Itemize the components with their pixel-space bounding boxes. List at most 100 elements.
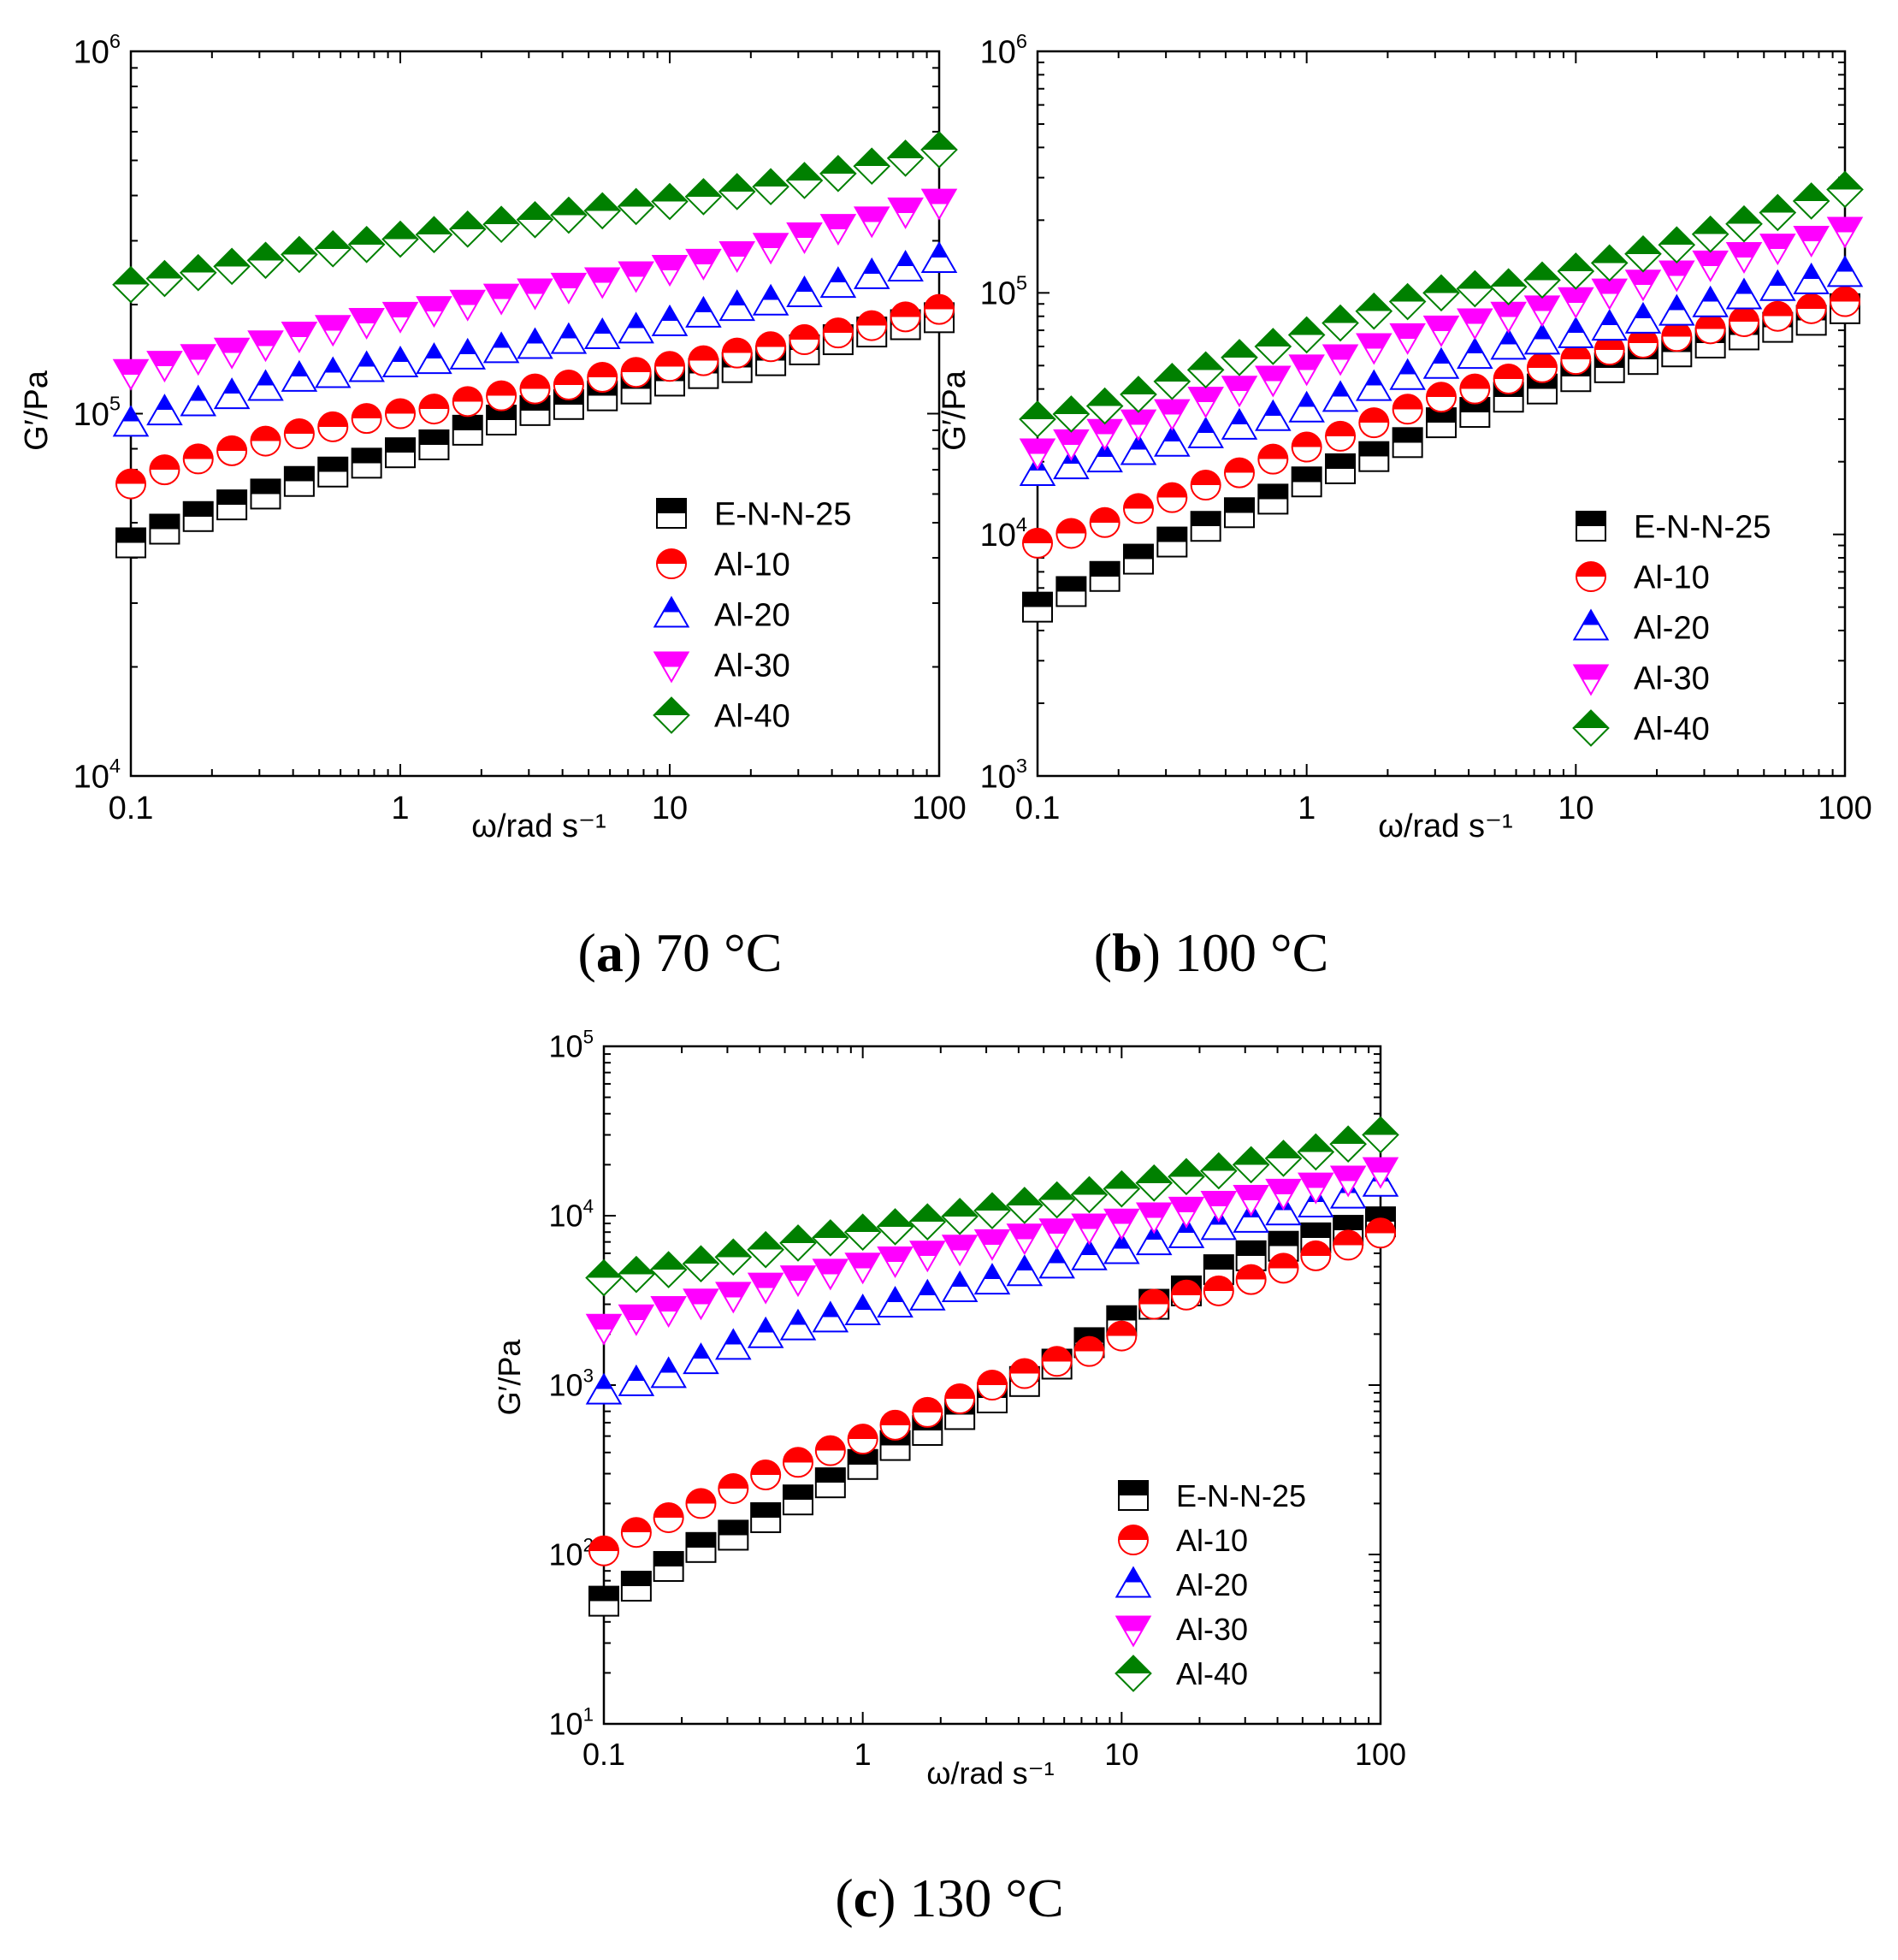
series-al-30 bbox=[1019, 216, 1864, 471]
data-point bbox=[853, 147, 891, 186]
data-point bbox=[115, 468, 146, 500]
data-point bbox=[1300, 1240, 1332, 1271]
data-point bbox=[213, 377, 251, 410]
data-point bbox=[721, 337, 753, 369]
y-tick-label: 105 bbox=[74, 393, 121, 433]
data-point bbox=[112, 358, 150, 391]
x-tick-label: 10 bbox=[652, 791, 688, 826]
data-point bbox=[1006, 1254, 1044, 1287]
data-point bbox=[1287, 316, 1326, 354]
x-tick-label: 100 bbox=[1355, 1737, 1406, 1772]
data-point bbox=[314, 315, 352, 347]
data-point bbox=[853, 206, 890, 239]
data-point bbox=[1523, 261, 1561, 299]
data-point bbox=[449, 337, 487, 370]
data-point bbox=[112, 405, 150, 437]
data-point bbox=[1388, 282, 1427, 321]
data-point bbox=[1135, 1202, 1173, 1235]
data-point bbox=[585, 1313, 623, 1346]
y-tick-base: 10 bbox=[549, 1537, 583, 1572]
data-point bbox=[1052, 395, 1091, 433]
data-point bbox=[381, 346, 419, 378]
data-point bbox=[246, 241, 285, 280]
caption-b: (b) 100 °C bbox=[1094, 922, 1329, 983]
data-point bbox=[583, 317, 621, 349]
y-tick-exponent: 5 bbox=[1016, 272, 1027, 294]
data-point bbox=[281, 235, 318, 274]
data-point bbox=[418, 429, 450, 460]
data-point bbox=[314, 230, 352, 268]
data-point bbox=[1071, 1213, 1108, 1246]
data-point bbox=[715, 1282, 752, 1314]
data-point bbox=[1457, 308, 1493, 340]
y-tick-exponent: 5 bbox=[109, 393, 121, 415]
data-point bbox=[1187, 387, 1224, 419]
data-point bbox=[585, 1258, 623, 1297]
data-point bbox=[747, 1230, 784, 1269]
data-point bbox=[1725, 277, 1763, 310]
data-point bbox=[1826, 170, 1864, 209]
legend-label: Al-10 bbox=[1634, 560, 1710, 596]
data-point bbox=[944, 1383, 976, 1415]
data-point bbox=[1055, 518, 1087, 549]
data-point bbox=[486, 380, 517, 412]
data-point bbox=[1233, 1200, 1269, 1233]
data-point bbox=[482, 331, 520, 364]
legend-marker bbox=[656, 548, 687, 579]
legend-marker bbox=[1115, 1566, 1152, 1598]
data-point bbox=[1658, 226, 1696, 264]
legend-label: Al-10 bbox=[1176, 1523, 1248, 1558]
data-point bbox=[941, 1235, 979, 1267]
x-tick-label: 0.1 bbox=[1015, 791, 1061, 826]
data-point bbox=[847, 1424, 878, 1455]
data-point bbox=[1591, 278, 1628, 311]
data-point bbox=[1489, 268, 1528, 306]
data-point bbox=[1089, 560, 1120, 592]
data-point bbox=[1759, 269, 1796, 301]
data-point bbox=[1329, 1125, 1367, 1164]
data-point bbox=[385, 398, 416, 429]
data-point bbox=[250, 425, 281, 457]
data-point bbox=[585, 1372, 623, 1405]
data-point bbox=[216, 435, 248, 466]
data-point bbox=[819, 155, 857, 192]
data-point bbox=[452, 386, 483, 417]
data-point bbox=[283, 465, 315, 497]
data-point bbox=[1459, 373, 1491, 405]
data-point bbox=[1103, 1232, 1140, 1264]
data-point bbox=[1694, 313, 1726, 345]
data-point bbox=[1038, 1181, 1076, 1219]
series-al-30 bbox=[585, 1157, 1399, 1346]
data-point bbox=[909, 1278, 946, 1311]
data-point bbox=[1154, 399, 1191, 431]
data-point bbox=[812, 1300, 849, 1333]
x-axis-label: ω/rad s⁻¹ bbox=[471, 808, 606, 844]
data-point bbox=[1356, 333, 1392, 365]
data-point bbox=[1223, 497, 1255, 529]
legend-label: Al-10 bbox=[714, 548, 790, 583]
data-point bbox=[973, 1263, 1011, 1295]
data-point bbox=[588, 1585, 619, 1617]
data-point bbox=[1692, 285, 1729, 317]
data-point bbox=[1425, 382, 1457, 413]
data-point bbox=[1762, 300, 1794, 332]
data-point bbox=[1389, 358, 1426, 390]
data-point bbox=[843, 1213, 882, 1252]
data-point bbox=[1086, 441, 1123, 473]
data-point bbox=[1333, 1229, 1364, 1261]
data-point bbox=[877, 1285, 914, 1318]
data-point bbox=[1168, 1196, 1205, 1229]
data-point bbox=[920, 131, 958, 169]
data-point bbox=[1153, 363, 1191, 400]
data-point bbox=[1156, 526, 1188, 558]
data-point bbox=[688, 345, 719, 376]
data-point bbox=[1356, 369, 1392, 401]
data-point bbox=[683, 1288, 719, 1321]
legend-label: E-N-N-25 bbox=[1176, 1478, 1306, 1513]
data-point bbox=[651, 182, 689, 221]
legend-marker bbox=[1115, 1655, 1152, 1692]
data-point bbox=[182, 500, 214, 532]
data-point bbox=[1557, 252, 1595, 290]
data-point bbox=[1135, 1164, 1174, 1202]
